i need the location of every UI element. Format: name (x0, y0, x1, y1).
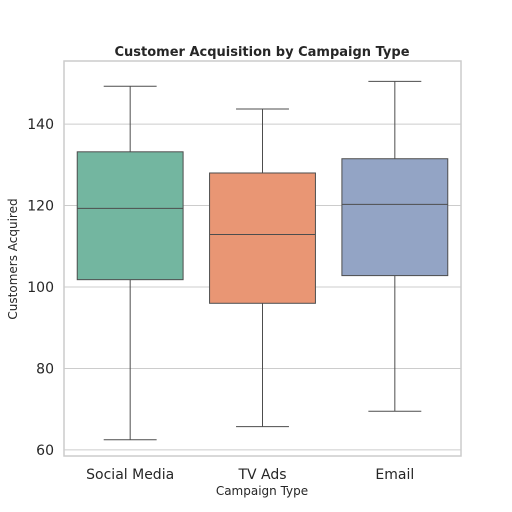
y-tick-label: 60 (36, 443, 54, 459)
y-tick-label: 120 (27, 199, 54, 215)
x-tick-label: Email (375, 467, 414, 483)
x-tick-label: TV Ads (237, 467, 286, 483)
iqr-box (76, 151, 184, 281)
y-axis-label: Customers Acquired (6, 198, 20, 319)
chart-title: Customer Acquisition by Campaign Type (114, 45, 409, 60)
x-tick-label: Social Media (86, 467, 174, 483)
iqr-box (341, 158, 449, 277)
box-social-media (76, 85, 184, 441)
x-tick-labels: Social Media TV Ads Email (86, 467, 414, 483)
x-axis-label: Campaign Type (216, 484, 308, 498)
plot-frame (63, 60, 462, 457)
box-tv-ads (209, 108, 316, 428)
box-layer (76, 80, 449, 441)
y-tick-label: 100 (27, 280, 54, 296)
y-tick-labels: 60 80 100 120 140 (27, 117, 54, 459)
box-email (341, 80, 449, 412)
y-tick-label: 140 (27, 117, 54, 133)
y-tick-label: 80 (36, 361, 54, 377)
iqr-box (209, 172, 316, 304)
